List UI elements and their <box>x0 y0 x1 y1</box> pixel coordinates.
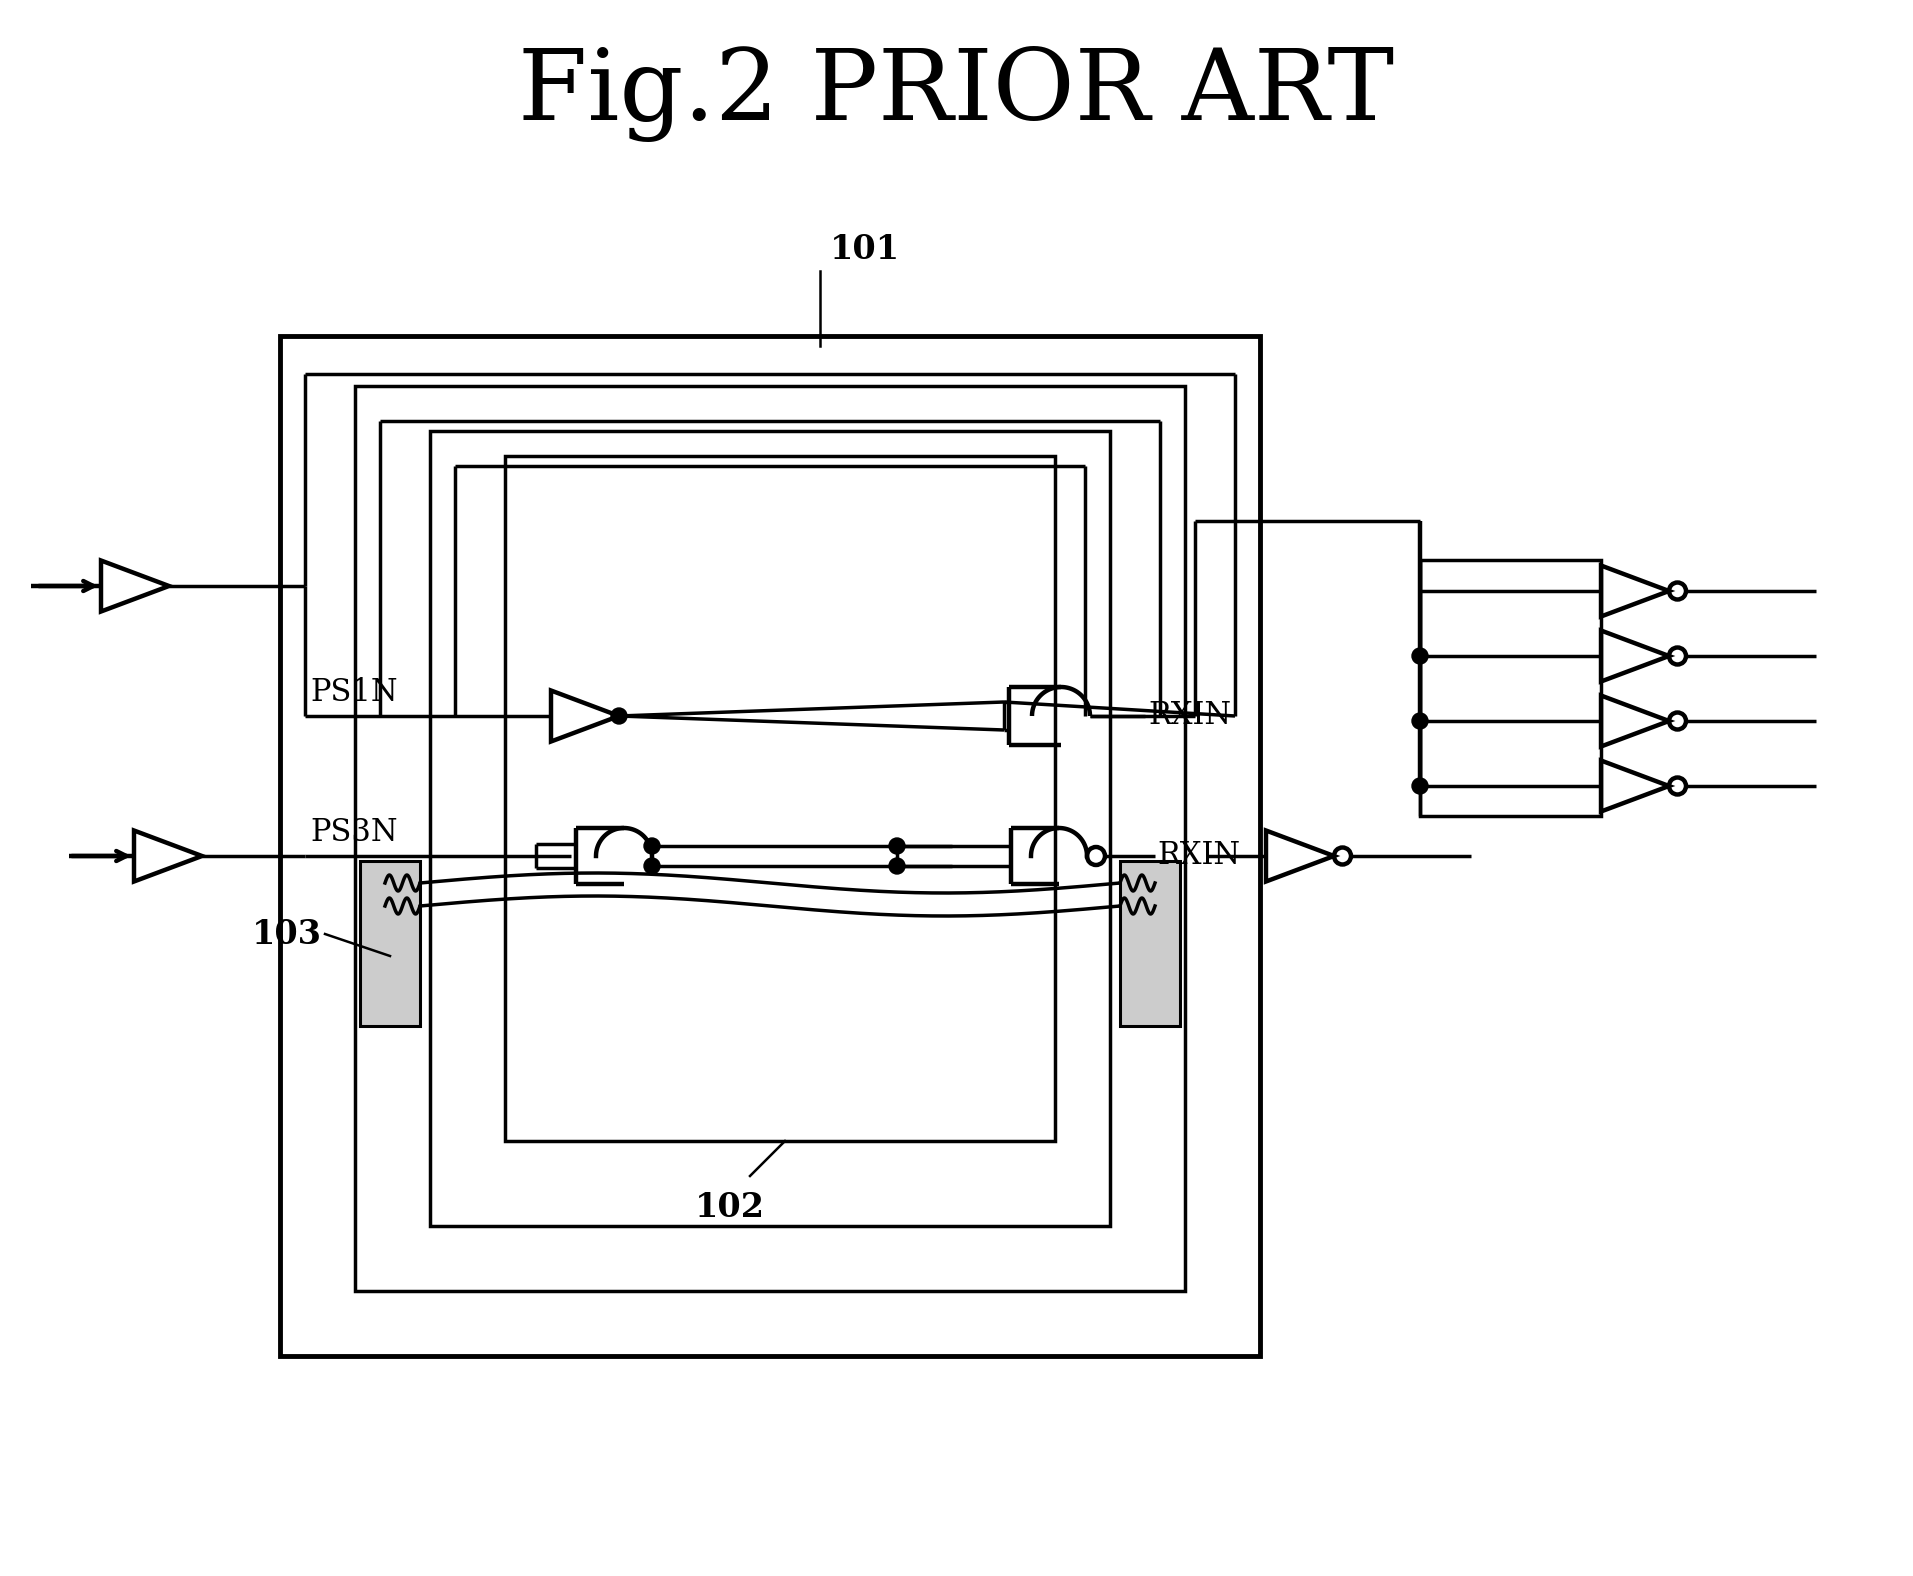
Bar <box>356 386 1184 1291</box>
Bar <box>360 860 421 1026</box>
Bar <box>505 455 1054 1141</box>
Text: RXIN: RXIN <box>1148 700 1232 731</box>
Text: Fig.2 PRIOR ART: Fig.2 PRIOR ART <box>518 46 1395 142</box>
Text: 103: 103 <box>253 917 321 950</box>
Bar <box>1419 561 1601 816</box>
Bar <box>1119 860 1180 1026</box>
Circle shape <box>645 838 660 854</box>
Text: 102: 102 <box>694 1191 765 1225</box>
Circle shape <box>1412 779 1427 794</box>
Text: 101: 101 <box>830 233 901 266</box>
Bar <box>279 336 1261 1355</box>
Text: RXIN: RXIN <box>1157 840 1240 872</box>
Bar <box>430 430 1110 1226</box>
Circle shape <box>610 708 627 723</box>
Circle shape <box>890 838 905 854</box>
Circle shape <box>645 857 660 875</box>
Text: PS1N: PS1N <box>310 678 398 708</box>
Text: PS3N: PS3N <box>310 816 398 848</box>
Circle shape <box>890 857 905 875</box>
Circle shape <box>1412 648 1427 663</box>
Circle shape <box>1412 712 1427 730</box>
